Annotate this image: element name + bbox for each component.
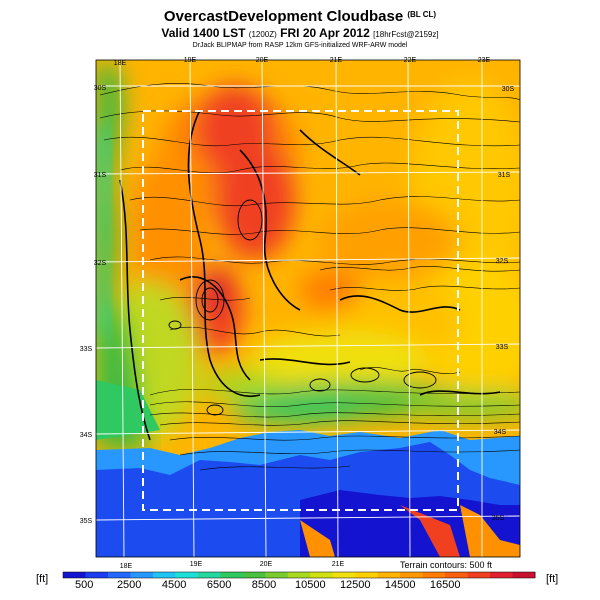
colorbar-swatch xyxy=(490,572,514,578)
model-credit: DrJack BLIPMAP from RASP 12km GFS-initia… xyxy=(192,42,408,49)
unit-left: [ft] xyxy=(36,573,49,585)
colorbar-tick-label: 8500 xyxy=(251,579,277,591)
colorbar-swatch xyxy=(63,572,86,578)
lon-label-bottom: 20E xyxy=(260,561,273,568)
lat-label-right: 33S xyxy=(496,344,509,351)
colorbar-frame xyxy=(62,571,536,579)
inner-domain-box xyxy=(142,110,459,511)
terrain-note: Terrain contours: 500 ft xyxy=(400,560,493,570)
colorbar-tick-label: 2500 xyxy=(116,579,142,591)
lat-label-right: 32S xyxy=(496,258,509,265)
lon-label-bottom: 18E xyxy=(120,563,133,570)
valid-date: FRI 20 Apr 2012 xyxy=(280,26,370,40)
colorbar-swatch xyxy=(400,572,424,578)
unit-right: [ft] xyxy=(546,573,559,585)
colorbar-tick-label: 14500 xyxy=(384,579,416,591)
colorbar-swatch xyxy=(310,572,334,578)
valid-local: Valid 1400 LST xyxy=(161,26,246,40)
colorbar-swatch xyxy=(355,572,379,578)
lat-labels-left: 30S 31S 32S 33S 34S 35S xyxy=(80,85,107,525)
colorbar-swatch xyxy=(265,572,289,578)
colorbar-swatch xyxy=(152,572,176,578)
colorbar-swatch xyxy=(85,572,109,578)
colorbar-swatch xyxy=(220,572,244,578)
lat-label-right: 35S xyxy=(492,515,505,522)
valid-utc: (1200Z) xyxy=(248,30,277,39)
colorbar-tick-label: 6500 xyxy=(206,579,232,591)
colorbar-swatch xyxy=(287,572,311,578)
lon-label-top: 20E xyxy=(256,57,269,64)
forecast-info: [18hrFcst@2159z] xyxy=(373,30,439,39)
lon-label-top: 21E xyxy=(330,57,343,64)
colorbar-swatch xyxy=(242,572,266,578)
colorbar-tick-label: 4500 xyxy=(161,579,187,591)
terrain-contours xyxy=(99,83,520,471)
lat-label-left: 34S xyxy=(80,432,93,439)
colorbar-swatch xyxy=(422,572,446,578)
colorbar-tick-label: 16500 xyxy=(429,579,461,591)
lon-labels-bottom: 18E 19E 20E 21E xyxy=(120,561,345,570)
cloudbase-field xyxy=(96,60,520,557)
cloudbase-contours xyxy=(119,109,501,441)
lat-label-left: 33S xyxy=(80,346,93,353)
colorbar-swatch xyxy=(130,572,154,578)
lat-label-right: 34S xyxy=(494,429,507,436)
colorbar-swatch xyxy=(197,572,221,578)
lon-label-top: 23E xyxy=(478,57,491,64)
lon-label-top: 19E xyxy=(184,57,197,64)
closed-contours xyxy=(168,199,437,416)
colorbar xyxy=(62,571,536,579)
lon-label-bottom: 19E xyxy=(190,561,203,568)
colorbar-swatch xyxy=(445,572,469,578)
colorbar-swatch xyxy=(377,572,401,578)
lon-label-bottom: 21E xyxy=(332,561,345,568)
lat-label-left: 35S xyxy=(80,518,93,525)
colorbar-swatch xyxy=(467,572,491,578)
colorbar-swatch xyxy=(175,572,199,578)
colorbar-tick-label: 500 xyxy=(75,579,94,591)
lat-labels-right: 30S 31S 32S 33S 34S 35S xyxy=(492,86,515,522)
lat-label-right: 31S xyxy=(498,172,511,179)
title-main: OvercastDevelopment Cloudbase xyxy=(163,8,404,25)
colorbar-swatch xyxy=(332,572,356,578)
lon-labels-top: 18E 19E 20E 21E 22E 23E xyxy=(114,57,491,67)
title-suffix: (BL CL) xyxy=(407,10,437,19)
lat-label-right: 30S xyxy=(502,86,515,93)
lat-label-left: 31S xyxy=(94,172,107,179)
graticule xyxy=(96,60,520,557)
lat-label-left: 30S xyxy=(94,85,107,92)
colorbar-swatch xyxy=(107,572,131,578)
colorbar-tick-label: 10500 xyxy=(295,579,326,591)
map-frame xyxy=(95,59,521,558)
map-title: OvercastDevelopment Cloudbase (BL CL) xyxy=(0,8,600,25)
lon-label-top: 18E xyxy=(114,60,127,67)
lon-label-top: 22E xyxy=(404,57,417,64)
lat-label-left: 32S xyxy=(94,260,107,267)
valid-time: Valid 1400 LST (1200Z) FRI 20 Apr 2012 [… xyxy=(0,26,600,40)
colorbar-swatch xyxy=(512,572,536,578)
colorbar-tick-label: 12500 xyxy=(339,579,371,591)
